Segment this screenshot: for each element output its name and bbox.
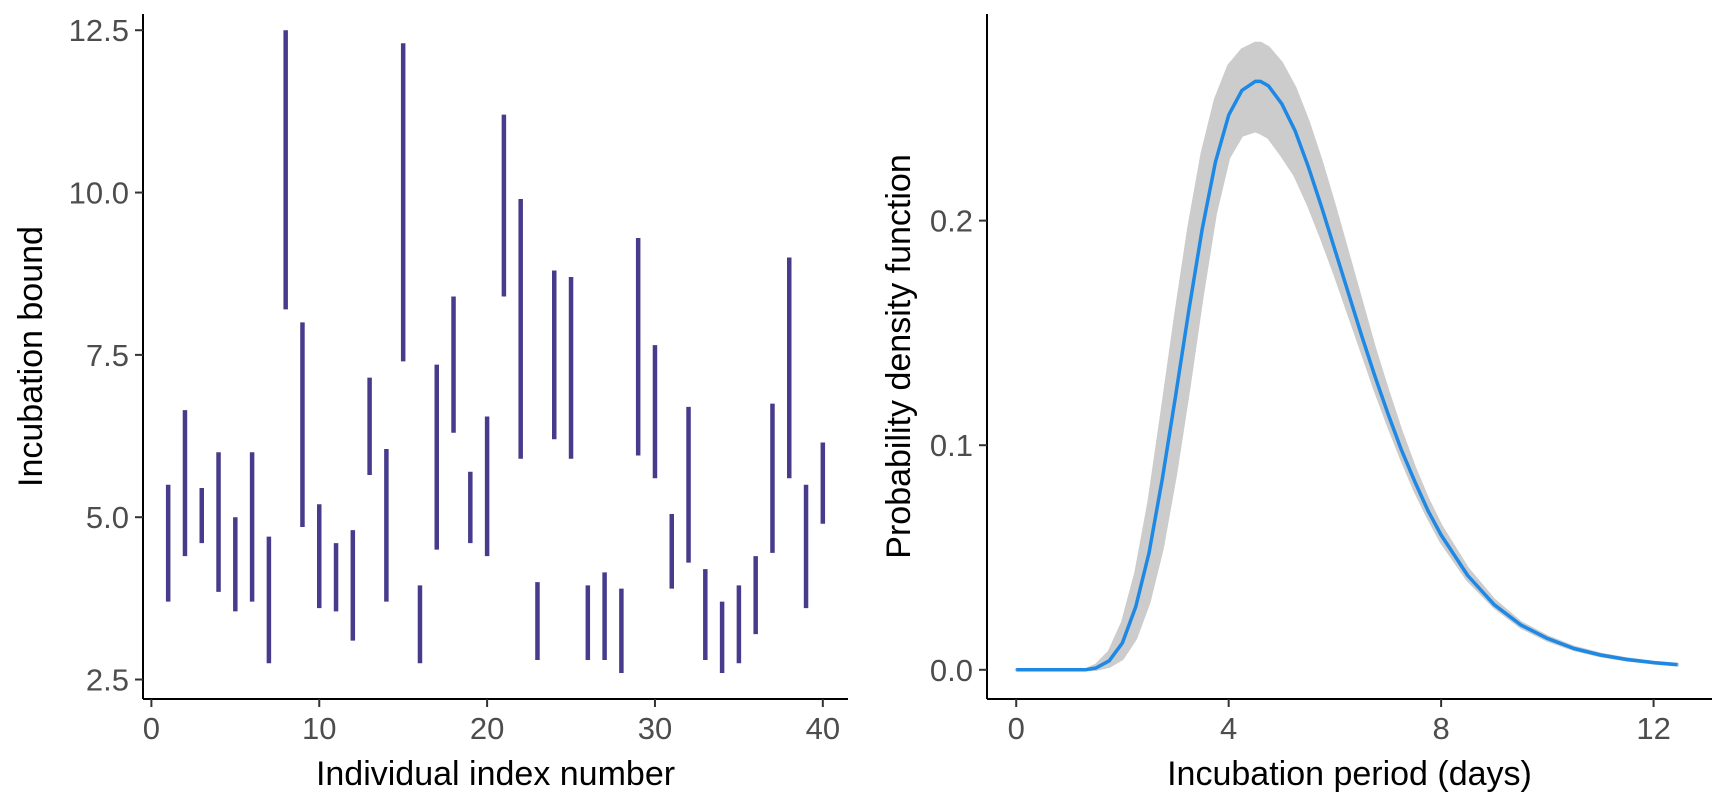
interval-chart-y-tick-label: 12.5 — [69, 13, 129, 48]
interval-chart-y-tick-label: 2.5 — [86, 663, 129, 698]
interval-chart-y-axis-title: Incubation bound — [12, 226, 50, 487]
interval-chart-x-tick-label: 40 — [806, 711, 840, 746]
density-chart-x-axis-title: Incubation period (days) — [1167, 755, 1532, 793]
density-chart-y-axis-title: Probability density function — [880, 154, 918, 558]
density-curve — [1016, 79, 1678, 672]
interval-chart-y-tick-label: 7.5 — [86, 338, 129, 373]
interval-bars — [165, 30, 826, 674]
interval-chart-x-tick-label: 10 — [302, 711, 336, 746]
interval-chart-panel: 0 10 20 30 40 2.5 5.0 7.5 10.0 12.5 Individual in… — [12, 13, 848, 793]
interval-chart-x-tick-label: 20 — [470, 711, 504, 746]
density-chart-y-tick-label: 0.2 — [930, 204, 973, 239]
density-chart-x-tick-label: 4 — [1220, 711, 1237, 746]
interval-chart-y-tick-label: 10.0 — [69, 176, 129, 211]
density-confidence-band — [1014, 41, 1679, 672]
interval-chart-x-tick-label: 0 — [143, 711, 160, 746]
density-chart-panel: 0 4 8 120.00.10.2 Incubation period (days) … — [880, 14, 1712, 793]
interval-chart-y-tick-label: 5.0 — [86, 500, 129, 535]
density-chart-x-tick-label: 0 — [1008, 711, 1025, 746]
interval-chart-x-tick-label: 30 — [638, 711, 672, 746]
interval-chart-axes: 0 10 20 30 40 2.5 5.0 7.5 10.0 12.5 — [69, 13, 848, 746]
density-chart-x-tick-label: 8 — [1432, 711, 1449, 746]
density-chart-axes: 0 4 8 12 0.0 0.1 0.2 — [930, 14, 1712, 746]
density-chart-y-tick-label: 0.0 — [930, 653, 973, 688]
density-chart-y-tick-label: 0.1 — [930, 428, 973, 463]
density-chart-x-tick-label: 12 — [1636, 711, 1670, 746]
interval-chart-x-axis-title: Individual index number — [316, 755, 675, 793]
